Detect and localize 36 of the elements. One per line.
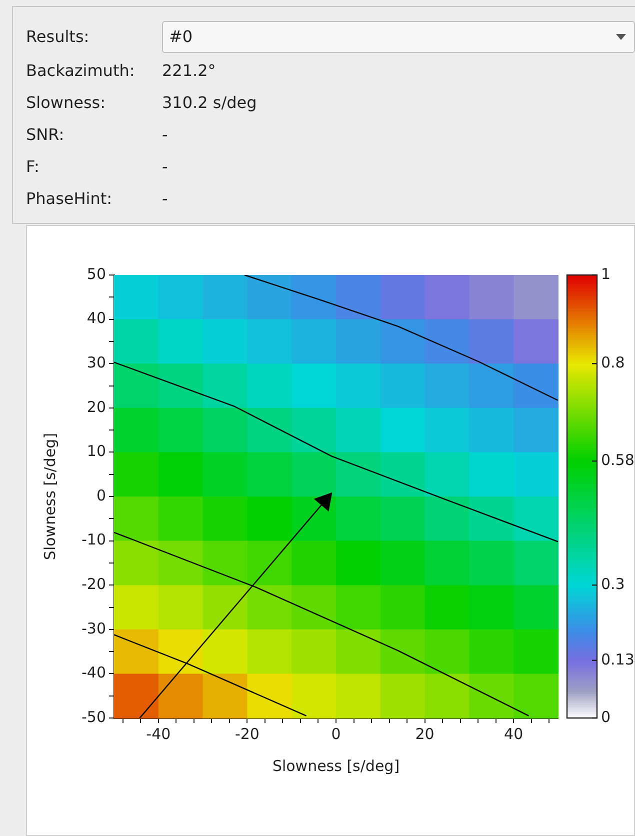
y-tick-label: 10 xyxy=(86,442,106,460)
y-tick-label: -20 xyxy=(82,574,106,593)
text: - xyxy=(162,156,169,178)
text: 310.2 s/deg xyxy=(162,92,258,114)
y-tick-label: 20 xyxy=(86,398,106,416)
color-bar-label: 0.3 xyxy=(601,574,625,593)
text: Results: xyxy=(26,26,90,48)
color-bar-label: 0.58 xyxy=(601,450,634,469)
text: - xyxy=(162,188,169,210)
text: F: xyxy=(26,156,40,178)
y-tick-label: 40 xyxy=(86,309,106,328)
x-tick-label: 20 xyxy=(415,724,434,743)
color-bar-label: 1 xyxy=(601,264,611,283)
x-tick-label: -20 xyxy=(234,724,260,743)
text: 221.2° xyxy=(162,60,217,82)
y-tick-label: -30 xyxy=(82,619,106,638)
text: Slowness: xyxy=(26,92,107,114)
text: Backazimuth: xyxy=(26,60,136,82)
y-axis-title: Slowness [s/deg] xyxy=(40,432,59,560)
text: PhaseHint: xyxy=(26,188,114,210)
x-tick-label: 0 xyxy=(331,724,341,743)
x-axis-title: Slowness [s/deg] xyxy=(272,756,400,775)
y-tick-label: -40 xyxy=(82,664,106,682)
color-bar-label: 0 xyxy=(601,708,611,726)
x-tick-label: -40 xyxy=(146,724,171,743)
y-tick-label: -50 xyxy=(82,708,106,726)
color-bar-label: 0.8 xyxy=(601,353,625,372)
y-tick-label: 30 xyxy=(86,353,106,372)
x-tick-label: 40 xyxy=(504,724,524,743)
text: - xyxy=(162,124,169,146)
y-tick-label: 50 xyxy=(86,264,106,283)
y-tick-label: -10 xyxy=(82,530,106,549)
y-tick-label: 0 xyxy=(96,486,106,504)
color-bar-label: 0.13 xyxy=(601,650,634,668)
text: SNR: xyxy=(26,124,66,146)
text: #0 xyxy=(162,21,635,53)
